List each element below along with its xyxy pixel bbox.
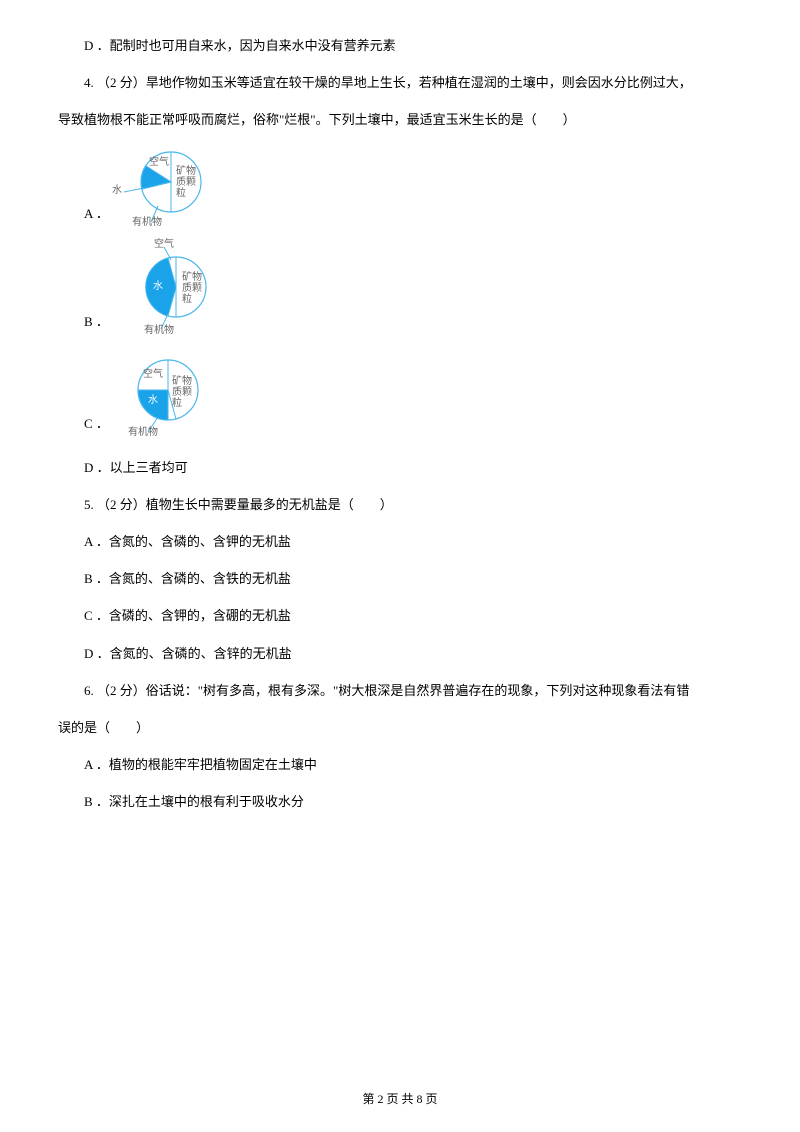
q6-a: A ．植物的根能牢牢把植物固定在土壤中 [58,749,742,780]
q5-d: D ．含氮的、含磷的、含锌的无机盐 [58,638,742,669]
q6-stem-line2: 误的是（ ） [58,712,742,743]
q4-stem-line2: 导致植物根不能正常呼吸而腐烂，俗称"烂根"。下列土壤中，最适宜玉米生长的是（ ） [58,104,742,135]
label-mineral: 矿物质颗粒 [176,166,204,199]
q4-a-label: A ． [58,198,116,229]
page-footer: 第 2 页 共 8 页 [0,1085,800,1114]
q4-option-d: D ．以上三者均可 [58,452,742,483]
pie-chart-c: 空气 矿物质颗粒 水 有机物 [116,350,236,440]
label-organic: 有机物 [132,218,162,228]
label-air-c: 空气 [143,370,163,380]
q4-option-a: A ． 空气 矿物质颗粒 水 有机物 [58,144,742,230]
q5-a: A ．含氮的、含磷的、含钾的无机盐 [58,526,742,557]
q4-c-label: C ． [58,408,116,439]
q5-b: B ．含氮的、含磷的、含铁的无机盐 [58,563,742,594]
q5-stem: 5. （2 分）植物生长中需要量最多的无机盐是（ ） [58,489,742,520]
pie-chart-a: 空气 矿物质颗粒 水 有机物 [116,144,236,230]
label-air: 空气 [149,158,169,168]
label-water-b: 水 [153,282,163,292]
label-water-c: 水 [148,396,158,406]
label-air-b: 空气 [154,240,174,250]
label-water: 水 [112,186,122,196]
prev-option-d: D ．配制时也可用自来水，因为自来水中没有营养元素 [58,30,742,61]
q4-b-label: B ． [58,306,116,337]
q5-c: C ．含磷的、含钾的，含硼的无机盐 [58,600,742,631]
label-organic-b: 有机物 [144,326,174,336]
label-mineral-b: 矿物质颗粒 [182,272,210,305]
q4-stem-line1: 4. （2 分）旱地作物如玉米等适宜在较干燥的旱地上生长，若种植在湿润的土壤中，… [58,67,742,98]
label-mineral-c: 矿物质颗粒 [172,376,200,409]
q6-stem-line1: 6. （2 分）俗话说："树有多高，根有多深。"树大根深是自然界普遍存在的现象，… [58,675,742,706]
q4-option-c: C ． 空气 矿物质颗粒 水 有机物 [58,350,742,440]
label-organic-c: 有机物 [128,428,158,438]
pie-chart-b: 空气 矿物质颗粒 水 有机物 [116,242,236,338]
q4-option-b: B ． 空气 矿物质颗粒 水 有机物 [58,242,742,338]
q6-b: B ．深扎在土壤中的根有利于吸收水分 [58,786,742,817]
